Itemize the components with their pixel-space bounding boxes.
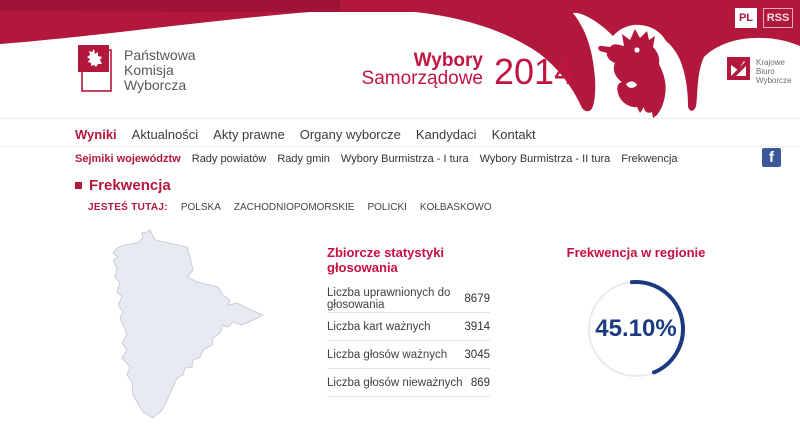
kbw-logo-line2: Biuro [756, 67, 775, 76]
pkw-logo-line1: Państwowa [124, 47, 196, 63]
site-title-line2: Samorządowe [361, 68, 483, 89]
voting-stats-panel: Zbiorcze statystyki głosowania Liczba up… [327, 245, 490, 397]
subnav-item-frekwencja[interactable]: Frekwencja [621, 153, 678, 165]
subnav-item-burmistrz-1[interactable]: Wybory Burmistrza - I tura [340, 153, 469, 165]
nav-item-akty-prawne[interactable]: Akty prawne [213, 127, 285, 142]
subnav-item-burmistrz-2[interactable]: Wybory Burmistrza - II tura [479, 153, 611, 165]
header-artwork [0, 0, 800, 118]
nav-item-wyniki[interactable]: Wyniki [75, 127, 117, 142]
pkw-logo[interactable]: Państwowa Komisja Wyborcza [78, 45, 196, 95]
breadcrumb: JESTEŚ TUTAJ: POLSKA ZACHODNIOPOMORSKIE … [88, 202, 492, 213]
eagle-wing-detail [626, 81, 637, 88]
header-left-swoosh [0, 11, 310, 44]
section-bullet-icon [75, 182, 82, 189]
kbw-logo-line1: Krajowe [756, 58, 785, 67]
site-title-line1: Wybory [413, 50, 483, 71]
region-map[interactable] [90, 215, 280, 437]
stat-label: Liczba głosów nieważnych [327, 376, 463, 389]
main-nav: Wyniki Aktualności Akty prawne Organy wy… [75, 127, 536, 142]
page-title: Frekwencja [89, 177, 171, 194]
stat-label: Liczba głosów ważnych [327, 348, 448, 361]
section-header: Frekwencja [75, 177, 171, 194]
eagle-icon [598, 29, 666, 118]
nav-divider [0, 146, 800, 147]
header-center-blob [415, 12, 596, 112]
stat-value: 3045 [464, 348, 490, 361]
site-title: Wybory Samorządowe [330, 50, 483, 89]
sub-nav: Sejmiki województw Rady powiatów Rady gm… [75, 153, 678, 165]
turnout-value: 45.10% [595, 315, 677, 342]
stat-label: Liczba kart ważnych [327, 320, 431, 333]
nav-item-kandydaci[interactable]: Kandydaci [415, 127, 477, 142]
table-row: Liczba uprawnionych do głosowania 8679 [327, 285, 490, 313]
breadcrumb-item-zachodniopomorskie[interactable]: ZACHODNIOPOMORSKIE [233, 202, 355, 213]
nav-item-organy-wyborcze[interactable]: Organy wyborcze [299, 127, 401, 142]
kbw-logo-text: Krajowe Biuro Wyborcze [756, 57, 792, 85]
pkw-logo-line2: Komisja [124, 62, 174, 78]
rss-button[interactable]: RSS [763, 8, 793, 28]
subnav-item-sejmiki[interactable]: Sejmiki województw [75, 153, 181, 165]
breadcrumb-item-polska[interactable]: POLSKA [180, 202, 221, 213]
stat-value: 3914 [464, 320, 490, 333]
site-title-year: 2014 [494, 51, 575, 92]
language-button-pl[interactable]: PL [735, 8, 757, 28]
region-map-shape[interactable] [112, 229, 265, 419]
turnout-panel: Frekwencja w regionie 45.10% [558, 245, 714, 384]
subnav-item-rady-gmin[interactable]: Rady gmin [277, 153, 330, 165]
nav-item-aktualnosci[interactable]: Aktualności [131, 127, 199, 142]
pkw-logo-icon [78, 45, 112, 92]
pkw-logo-text: Państwowa Komisja Wyborcza [124, 45, 196, 95]
header-divider [0, 118, 800, 119]
facebook-icon[interactable]: f [762, 148, 781, 167]
turnout-arc [587, 280, 685, 378]
kbw-logo-icon [727, 57, 750, 80]
stats-title: Zbiorcze statystyki głosowania [327, 245, 445, 275]
breadcrumb-label: JESTEŚ TUTAJ: [88, 202, 168, 213]
stat-label: Liczba uprawnionych do głosowania [327, 286, 451, 311]
breadcrumb-item-policki[interactable]: POLICKI [367, 202, 407, 213]
eagle-eye [634, 47, 640, 53]
stat-value: 8679 [464, 292, 490, 305]
pkw-eagle-glyph [87, 49, 102, 67]
turnout-gauge-svg [587, 280, 685, 378]
subnav-item-rady-powiatow[interactable]: Rady powiatów [191, 153, 267, 165]
stat-value: 869 [470, 376, 490, 389]
nav-item-kontakt[interactable]: Kontakt [491, 127, 536, 142]
kbw-logo[interactable]: Krajowe Biuro Wyborcze [727, 57, 792, 85]
table-row: Liczba głosów ważnych 3045 [327, 341, 490, 369]
table-row: Liczba głosów nieważnych 869 [327, 369, 490, 397]
header-right-wave [340, 0, 800, 111]
pkw-logo-line3: Wyborcza [124, 77, 187, 93]
kbw-logo-line3: Wyborcze [756, 76, 792, 85]
turnout-title: Frekwencja w regionie [566, 245, 706, 260]
turnout-gauge: 45.10% [581, 274, 691, 384]
table-row: Liczba kart ważnych 3914 [327, 313, 490, 341]
breadcrumb-item-kolbaskowo[interactable]: KOŁBASKOWO [419, 202, 492, 213]
